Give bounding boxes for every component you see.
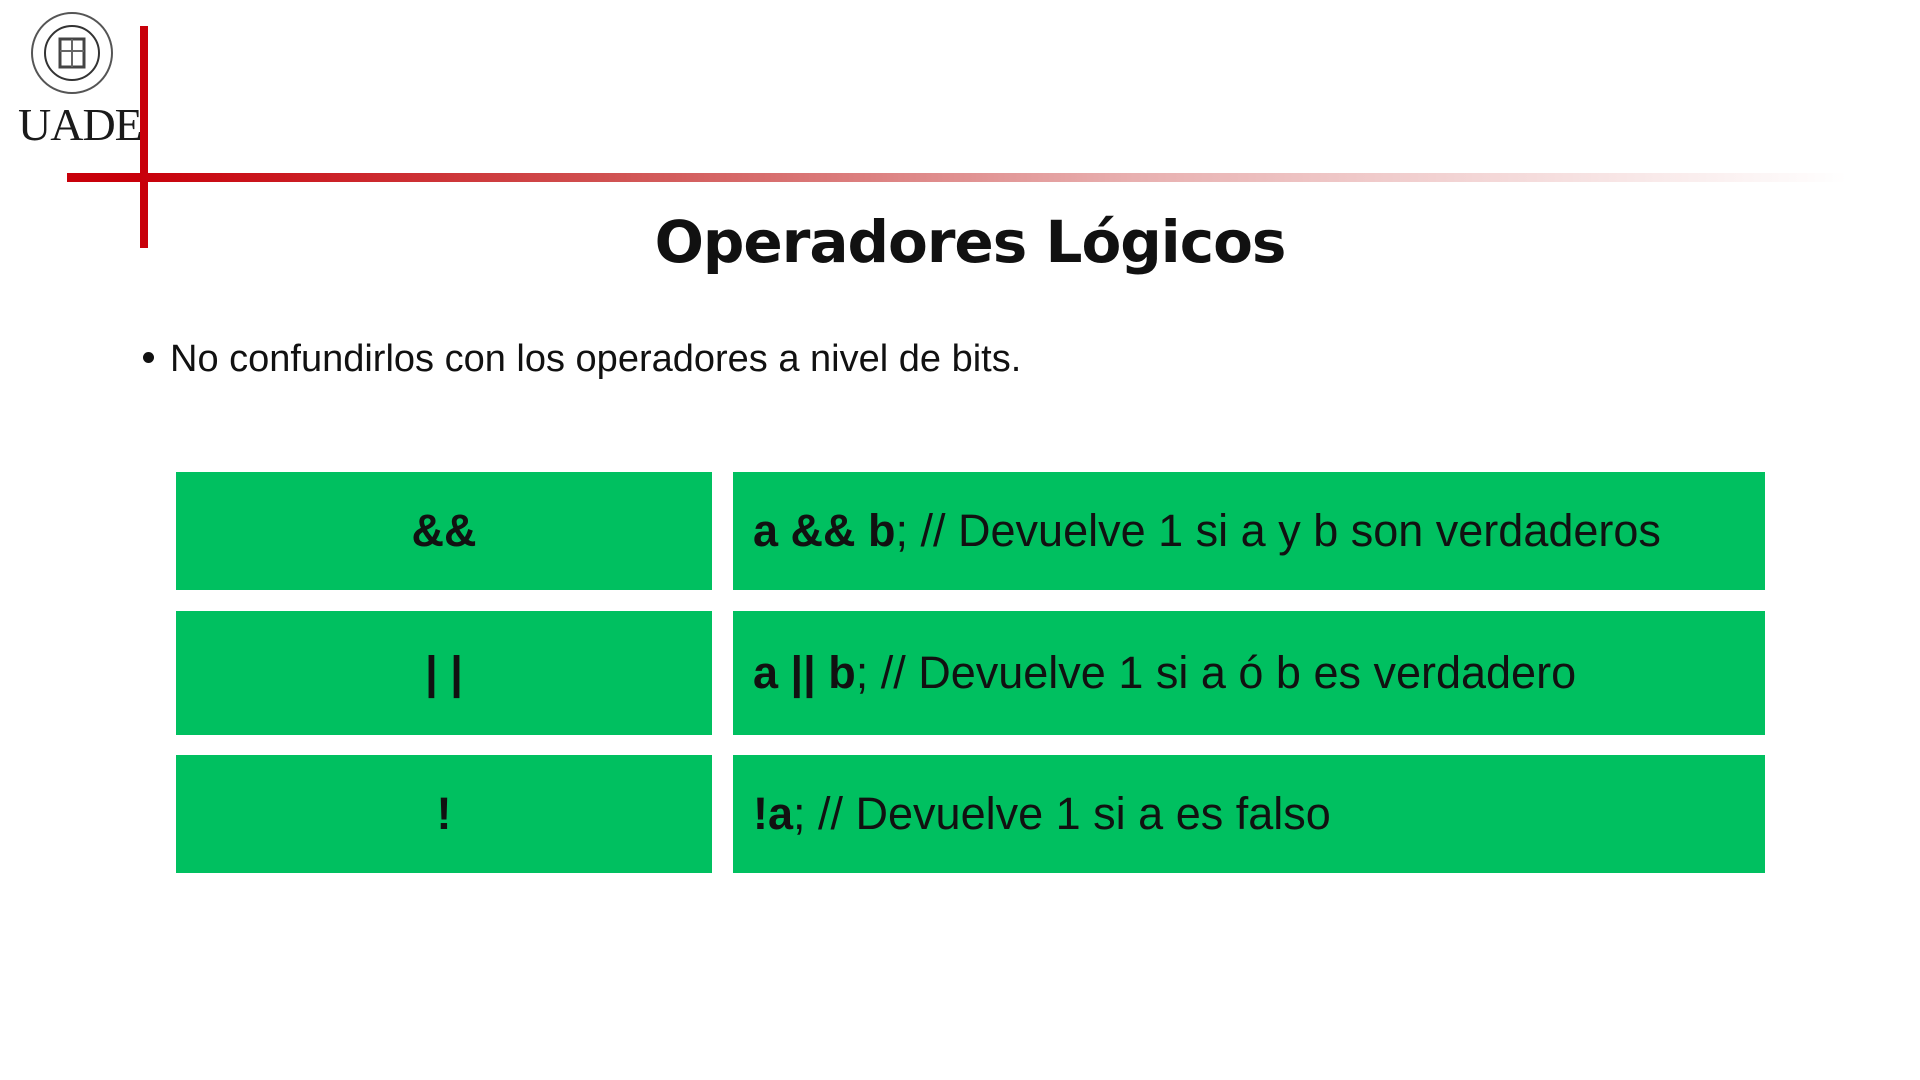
operator-cell: | | [176,611,712,735]
code: !a [753,788,794,839]
red-horizontal-line [67,173,1847,182]
bullet-item: No confundirlos con los operadores a niv… [143,338,1021,381]
description-cell: !a; // Devuelve 1 si a es falso [733,755,1765,873]
bullet-icon [143,352,154,364]
operator-cell: && [176,472,712,590]
university-seal-logo [31,12,113,94]
comment: ; // Devuelve 1 si a es falso [793,788,1331,839]
red-vertical-line [140,26,148,248]
description-cell: a && b; // Devuelve 1 si a y b son verda… [733,472,1765,590]
slide-title: Operadores Lógicos [654,208,1287,276]
uade-logo-text: UADE [18,99,143,150]
code: a || b [753,647,856,698]
operator-cell: ! [176,755,712,873]
comment: ; // Devuelve 1 si a y b son verdaderos [895,505,1661,556]
bullet-text: No confundirlos con los operadores a niv… [170,338,1022,380]
code: a && b [753,505,896,556]
comment: ; // Devuelve 1 si a ó b es verdadero [855,647,1577,698]
description-cell: a || b; // Devuelve 1 si a ó b es verdad… [733,611,1765,735]
